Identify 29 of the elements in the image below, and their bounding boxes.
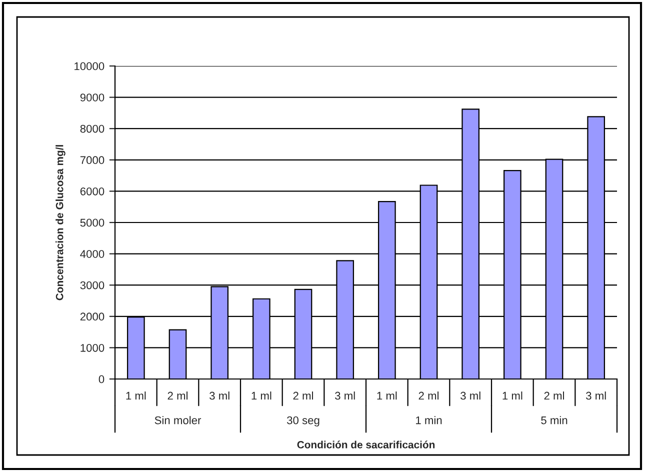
x-tick-label: 3 ml xyxy=(210,392,230,400)
x-tick-label: 3 ml xyxy=(335,392,355,400)
y-tick-label: 2000 xyxy=(80,312,104,321)
text: 5 min xyxy=(541,416,568,424)
y-tick-label: 3000 xyxy=(80,281,104,290)
x-tick-label: 1 ml xyxy=(377,392,397,400)
x-tick-label: 2 ml xyxy=(544,392,564,400)
x-tick-label: 1 ml xyxy=(502,392,522,400)
text: 1 min xyxy=(416,416,442,424)
y-tick-label: 10000 xyxy=(74,62,104,70)
text: 30 seg xyxy=(286,416,320,426)
y-tick-label: 6000 xyxy=(80,187,104,196)
y-tick-label: 1000 xyxy=(80,344,104,352)
text: Sin moler xyxy=(154,416,202,424)
y-tick-label: 4000 xyxy=(80,250,104,258)
x-tick-label: 1 ml xyxy=(126,392,146,400)
x-tick-label: 2 ml xyxy=(168,392,188,400)
y-tick-label: 7000 xyxy=(80,156,104,164)
y-tick-label: 8000 xyxy=(80,124,104,133)
x-axis-title: Condición de sacarificación xyxy=(297,440,435,448)
x-tick-label: 1 ml xyxy=(252,392,272,400)
y-tick-label: 5000 xyxy=(80,218,104,227)
x-tick-label: 2 ml xyxy=(418,392,439,400)
y-tick-label: 0 xyxy=(98,375,104,384)
y-axis-title: Concentracion de Glucosa mg/l xyxy=(56,145,66,300)
x-tick-label: 3 ml xyxy=(460,392,480,400)
x-tick-label: 2 ml xyxy=(293,392,314,400)
x-tick-label: 3 ml xyxy=(586,392,606,400)
y-tick-label: 9000 xyxy=(80,94,104,102)
